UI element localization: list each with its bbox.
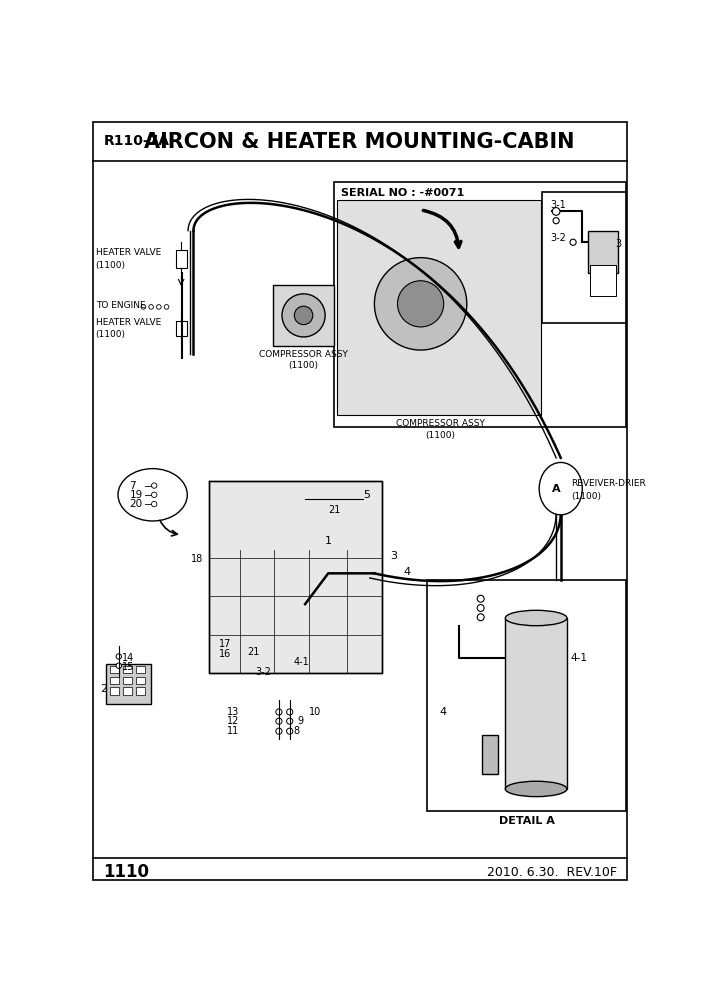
Bar	[107, 665, 151, 704]
Text: 5: 5	[363, 490, 370, 500]
Circle shape	[157, 305, 161, 310]
Text: COMPRESSOR ASSY
(1100): COMPRESSOR ASSY (1100)	[259, 349, 348, 370]
Text: 9: 9	[298, 716, 303, 726]
Text: 4: 4	[404, 566, 411, 576]
Text: 12: 12	[227, 716, 239, 726]
Text: 16: 16	[219, 649, 231, 660]
Text: 20: 20	[130, 499, 143, 509]
Circle shape	[477, 595, 484, 602]
Bar	[273, 285, 334, 346]
Circle shape	[276, 718, 282, 724]
Text: 3-1: 3-1	[550, 200, 566, 210]
Text: 11: 11	[227, 726, 239, 736]
Text: 17: 17	[219, 639, 231, 649]
Circle shape	[116, 654, 121, 660]
Circle shape	[477, 614, 484, 621]
Bar	[334, 183, 626, 427]
Circle shape	[282, 294, 325, 337]
Text: 10: 10	[309, 707, 322, 717]
Bar	[542, 192, 626, 323]
Circle shape	[477, 604, 484, 611]
Text: 19: 19	[130, 490, 143, 500]
Text: 4-1: 4-1	[571, 653, 588, 663]
Bar	[123, 677, 132, 684]
Bar	[110, 687, 119, 695]
Circle shape	[286, 709, 293, 715]
Bar	[505, 618, 567, 789]
Circle shape	[152, 501, 157, 507]
Text: 21: 21	[247, 647, 260, 657]
Bar	[209, 481, 382, 674]
Bar	[135, 687, 145, 695]
Text: 2: 2	[100, 683, 107, 693]
Text: A: A	[552, 484, 560, 494]
Text: HEATER VALVE
(1100): HEATER VALVE (1100)	[95, 317, 161, 339]
Text: 18: 18	[191, 555, 204, 564]
Text: AIRCON & HEATER MOUNTING-CABIN: AIRCON & HEATER MOUNTING-CABIN	[144, 132, 574, 152]
Text: REVEIVER-DRIER
(1100): REVEIVER-DRIER (1100)	[571, 479, 646, 501]
Text: HEATER VALVE
(1100): HEATER VALVE (1100)	[95, 248, 161, 270]
Circle shape	[276, 709, 282, 715]
Bar	[123, 666, 132, 674]
Text: 3: 3	[616, 239, 621, 249]
Text: 3: 3	[390, 552, 397, 561]
Text: 14: 14	[122, 653, 134, 663]
Text: 4-1: 4-1	[293, 657, 310, 667]
Text: 8: 8	[293, 726, 300, 736]
Circle shape	[152, 492, 157, 498]
Circle shape	[149, 305, 154, 310]
Circle shape	[397, 281, 444, 327]
Text: SERIAL NO : -#0071: SERIAL NO : -#0071	[340, 187, 464, 198]
Circle shape	[116, 663, 121, 669]
Text: 3-2: 3-2	[550, 233, 566, 243]
Text: TO ENGINE: TO ENGINE	[95, 301, 145, 310]
Circle shape	[570, 239, 576, 245]
Bar	[590, 265, 616, 297]
Text: 2010. 6.30.  REV.10F: 2010. 6.30. REV.10F	[487, 866, 617, 879]
Circle shape	[294, 307, 313, 324]
Circle shape	[152, 483, 157, 488]
Bar	[427, 579, 626, 810]
Bar	[338, 200, 541, 416]
Circle shape	[286, 728, 293, 734]
Circle shape	[164, 305, 168, 310]
Text: 1110: 1110	[103, 863, 150, 881]
Circle shape	[286, 718, 293, 724]
Text: COMPRESSOR ASSY
(1100): COMPRESSOR ASSY (1100)	[396, 419, 485, 439]
Ellipse shape	[505, 782, 567, 797]
Bar	[482, 735, 498, 774]
Text: 13: 13	[227, 707, 239, 717]
Ellipse shape	[539, 462, 582, 515]
Text: DETAIL A: DETAIL A	[498, 816, 555, 826]
Circle shape	[276, 728, 282, 734]
Bar	[176, 250, 187, 269]
Ellipse shape	[505, 610, 567, 626]
Bar	[123, 687, 132, 695]
Text: 1: 1	[324, 536, 331, 546]
Ellipse shape	[118, 468, 187, 521]
Bar	[176, 320, 187, 336]
Text: R110-7A: R110-7A	[103, 134, 169, 148]
Bar	[110, 666, 119, 674]
Circle shape	[553, 217, 559, 224]
Text: 7: 7	[130, 480, 136, 491]
Bar	[135, 677, 145, 684]
Circle shape	[141, 305, 146, 310]
Bar	[110, 677, 119, 684]
Bar	[209, 481, 382, 674]
Text: 4: 4	[440, 707, 447, 717]
Bar	[588, 231, 618, 273]
Bar	[135, 666, 145, 674]
Circle shape	[374, 258, 467, 350]
Circle shape	[552, 207, 560, 215]
Text: 15: 15	[122, 663, 134, 673]
Text: 21: 21	[329, 505, 340, 515]
Text: 3-2: 3-2	[255, 667, 271, 677]
